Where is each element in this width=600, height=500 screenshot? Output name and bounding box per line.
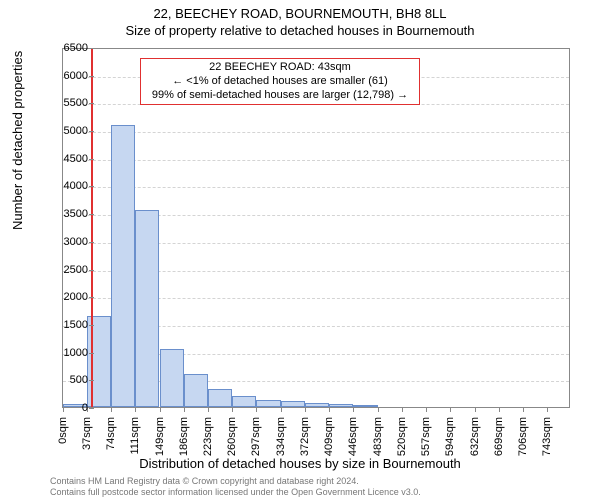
gridline: [63, 132, 569, 133]
histogram-bar: [208, 389, 232, 407]
x-tick-mark: [160, 407, 161, 412]
y-axis-label: Number of detached properties: [10, 51, 25, 230]
x-tick-mark: [111, 407, 112, 412]
histogram-bar: [111, 125, 135, 407]
x-tick-mark: [499, 407, 500, 412]
x-tick-mark: [281, 407, 282, 412]
x-tick-mark: [232, 407, 233, 412]
title-line-2: Size of property relative to detached ho…: [0, 21, 600, 38]
x-axis-label: Distribution of detached houses by size …: [0, 456, 600, 471]
x-tick-mark: [305, 407, 306, 412]
chart-area: 0sqm37sqm74sqm111sqm149sqm186sqm223sqm26…: [62, 48, 570, 408]
title-line-1: 22, BEECHEY ROAD, BOURNEMOUTH, BH8 8LL: [0, 0, 600, 21]
footer-line-2: Contains full postcode sector informatio…: [50, 487, 421, 498]
x-tick-mark: [329, 407, 330, 412]
x-tick-mark: [135, 407, 136, 412]
histogram-bar: [184, 374, 208, 407]
histogram-bar: [232, 396, 256, 407]
footer: Contains HM Land Registry data © Crown c…: [50, 476, 421, 498]
histogram-bar: [329, 404, 353, 407]
x-tick-mark: [475, 407, 476, 412]
annotation-line-3: 99% of semi-detached houses are larger (…: [147, 89, 413, 103]
gridline: [63, 160, 569, 161]
x-tick-mark: [450, 407, 451, 412]
footer-line-1: Contains HM Land Registry data © Crown c…: [50, 476, 421, 487]
gridline: [63, 187, 569, 188]
histogram-bar: [305, 403, 329, 407]
x-tick-mark: [547, 407, 548, 412]
annotation-line-1: 22 BEECHEY ROAD: 43sqm: [147, 61, 413, 75]
annotation-box: 22 BEECHEY ROAD: 43sqm ← <1% of detached…: [140, 58, 420, 105]
x-tick-mark: [378, 407, 379, 412]
x-tick-mark: [353, 407, 354, 412]
x-tick-mark: [184, 407, 185, 412]
histogram-bar: [135, 210, 159, 407]
x-tick-mark: [426, 407, 427, 412]
histogram-bar: [160, 349, 184, 407]
histogram-bar: [281, 401, 305, 407]
x-tick-mark: [523, 407, 524, 412]
x-tick-mark: [63, 407, 64, 412]
annotation-line-2: ← <1% of detached houses are smaller (61…: [147, 75, 413, 89]
histogram-bar: [256, 400, 280, 407]
histogram-bar: [353, 405, 377, 407]
x-tick-mark: [208, 407, 209, 412]
x-tick-mark: [256, 407, 257, 412]
x-tick-mark: [402, 407, 403, 412]
